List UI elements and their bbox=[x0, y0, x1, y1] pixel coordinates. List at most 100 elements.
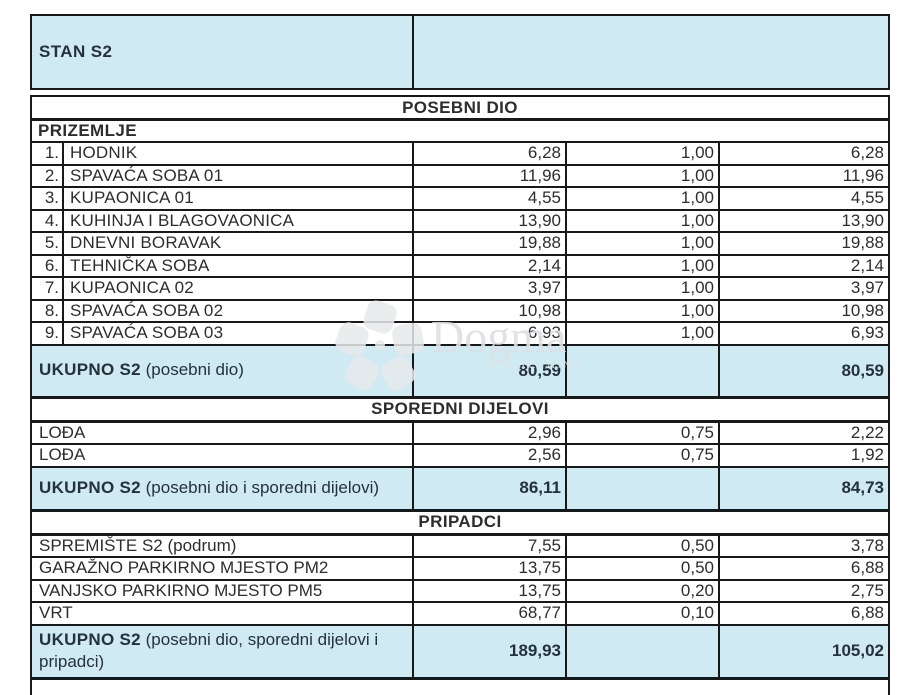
area-value: 6,28 bbox=[414, 143, 567, 164]
room-name: TEHNIČKA SOBA bbox=[64, 255, 414, 276]
coefficient-value: 0,75 bbox=[567, 445, 720, 466]
section-heading-pripadci: PRIPADCI bbox=[32, 512, 888, 536]
room-number: 2. bbox=[32, 165, 64, 186]
weighted-area-value: 11,96 bbox=[842, 165, 884, 185]
coefficient-value: 0,75 bbox=[567, 422, 720, 443]
room-number: 9. bbox=[32, 323, 64, 344]
area-value: 19,88 bbox=[414, 233, 567, 254]
area-value: 10,98 bbox=[414, 300, 567, 321]
total-row-sve-ukupno: UKUPNO S2 (posebni dio, sporedni dijelov… bbox=[32, 625, 888, 680]
room-number: 3. bbox=[32, 188, 64, 209]
weighted-area-value: 6,93 bbox=[850, 323, 884, 343]
area-value: 13,90 bbox=[414, 210, 567, 231]
area-value: 13,75 bbox=[414, 580, 567, 601]
room-number: 1. bbox=[32, 143, 64, 164]
area-value: 4,55 bbox=[414, 188, 567, 209]
table-row: 4. KUHINJA I BLAGOVAONICA 13,90 1,00 13,… bbox=[32, 210, 888, 233]
room-name: KUHINJA I BLAGOVAONICA bbox=[64, 210, 414, 231]
table-title-row: STAN S2 bbox=[30, 14, 890, 90]
coefficient-value: 0,10 bbox=[567, 603, 720, 624]
room-name: SPAVAĆA SOBA 01 bbox=[64, 165, 414, 186]
room-name: LOĐA bbox=[32, 445, 414, 466]
weighted-area-value: 4,55 bbox=[850, 188, 884, 208]
room-name: VANJSKO PARKIRNO MJESTO PM5 bbox=[32, 580, 414, 601]
room-name: DNEVNI BORAVAK bbox=[64, 233, 414, 254]
total-coefficient-empty bbox=[567, 345, 720, 396]
coefficient-value: 1,00 bbox=[567, 143, 720, 164]
total-coefficient-empty bbox=[567, 625, 720, 677]
table-row: LOĐA 2,96 0,75 2,22 bbox=[32, 422, 888, 445]
weighted-area-value: 6,88 bbox=[850, 558, 884, 578]
table-row: 2. SPAVAĆA SOBA 01 11,96 1,00 11,96 bbox=[32, 165, 888, 188]
total-label-bold: UKUPNO S2 bbox=[39, 360, 141, 380]
coefficient-value: 1,00 bbox=[567, 300, 720, 321]
coefficient-value: 1,00 bbox=[567, 233, 720, 254]
room-name: LOĐA bbox=[32, 422, 414, 443]
weighted-area-value: 19,88 bbox=[841, 233, 884, 253]
area-value: 2,56 bbox=[414, 445, 567, 466]
room-name: GARAŽNO PARKIRNO MJESTO PM2 bbox=[32, 558, 414, 579]
area-value: 11,96 bbox=[414, 165, 567, 186]
weighted-area-value: 6,88 bbox=[850, 603, 884, 623]
weighted-area-value: 2,14 bbox=[850, 255, 884, 275]
total-weighted-area-value: 80,59 bbox=[841, 360, 884, 380]
coefficient-value: 1,00 bbox=[567, 255, 720, 276]
coefficient-value: 0,50 bbox=[567, 558, 720, 579]
weighted-area-value: 3,78 bbox=[850, 535, 884, 555]
coefficient-value: 0,50 bbox=[567, 535, 720, 556]
weighted-area-value: 10,98 bbox=[841, 300, 884, 320]
total-label: UKUPNO S2 (posebni dio, sporedni dijelov… bbox=[32, 625, 414, 677]
table-row: VRT 68,77 0,10 6,88 bbox=[32, 603, 888, 626]
total-label-bold: UKUPNO S2 bbox=[39, 477, 141, 497]
table-row: LOĐA 2,56 0,75 1,92 bbox=[32, 445, 888, 468]
title-row-empty-cell bbox=[414, 16, 888, 88]
coefficient-value: 1,00 bbox=[567, 210, 720, 231]
section-heading-label: POSEBNI DIO bbox=[402, 97, 518, 117]
weighted-area-value: 3,97 bbox=[850, 278, 884, 298]
room-name: SPREMIŠTE S2 (podrum) bbox=[32, 535, 414, 556]
area-value: 2,96 bbox=[414, 422, 567, 443]
table-row: 1. HODNIK 6,28 1,00 6,28 bbox=[32, 143, 888, 166]
area-value: 7,55 bbox=[414, 535, 567, 556]
table-body: POSEBNI DIO PRIZEMLJE 1. HODNIK 6,28 1,0… bbox=[30, 95, 890, 695]
coefficient-value: 0,20 bbox=[567, 580, 720, 601]
coefficient-value: 1,00 bbox=[567, 188, 720, 209]
table-row: 6. TEHNIČKA SOBA 2,14 1,00 2,14 bbox=[32, 255, 888, 278]
coefficient-value: 1,00 bbox=[567, 323, 720, 344]
table-row: 8. SPAVAĆA SOBA 02 10,98 1,00 10,98 bbox=[32, 300, 888, 323]
apartment-title: STAN S2 bbox=[32, 16, 414, 88]
weighted-area-value: 2,75 bbox=[850, 580, 884, 600]
total-label-note: (posebni dio i sporedni dijelovi) bbox=[145, 477, 380, 497]
room-name: SPAVAĆA SOBA 03 bbox=[64, 323, 414, 344]
floor-subheading-label: PRIZEMLJE bbox=[38, 121, 138, 141]
coefficient-value: 1,00 bbox=[567, 278, 720, 299]
total-label-note: (posebni dio) bbox=[145, 360, 244, 380]
area-value: 68,77 bbox=[414, 603, 567, 624]
table-row: 7. KUPAONICA 02 3,97 1,00 3,97 bbox=[32, 278, 888, 301]
weighted-area-value: 13,90 bbox=[841, 210, 884, 230]
room-number: 8. bbox=[32, 300, 64, 321]
room-number: 6. bbox=[32, 255, 64, 276]
total-label: UKUPNO S2 (posebni dio) bbox=[32, 345, 414, 396]
section-heading-label: PRIPADCI bbox=[418, 512, 502, 532]
section-heading-posebni-dio: POSEBNI DIO bbox=[32, 97, 888, 121]
table-row: 3. KUPAONICA 01 4,55 1,00 4,55 bbox=[32, 188, 888, 211]
table-row: SPREMIŠTE S2 (podrum) 7,55 0,50 3,78 bbox=[32, 535, 888, 558]
room-number: 4. bbox=[32, 210, 64, 231]
weighted-area-value: 2,22 bbox=[850, 422, 884, 442]
area-value: 2,14 bbox=[414, 255, 567, 276]
area-value: 3,97 bbox=[414, 278, 567, 299]
weighted-area-value: 1,92 bbox=[850, 445, 884, 465]
section-heading-label: SPOREDNI DIJELOVI bbox=[371, 399, 549, 419]
room-name: KUPAONICA 02 bbox=[64, 278, 414, 299]
truncated-empty-row bbox=[32, 680, 888, 695]
area-calculation-table: STAN S2 POSEBNI DIO PRIZEMLJE 1. HODNIK … bbox=[30, 14, 890, 695]
table-row: GARAŽNO PARKIRNO MJESTO PM2 13,75 0,50 6… bbox=[32, 558, 888, 581]
room-name: SPAVAĆA SOBA 02 bbox=[64, 300, 414, 321]
total-area-value: 80,59 bbox=[414, 345, 567, 396]
total-label-note: (posebni dio, sporedni dijelovi i pripad… bbox=[39, 629, 379, 671]
total-coefficient-empty bbox=[567, 467, 720, 509]
total-weighted-area-value: 84,73 bbox=[841, 478, 884, 498]
room-name: HODNIK bbox=[64, 143, 414, 164]
